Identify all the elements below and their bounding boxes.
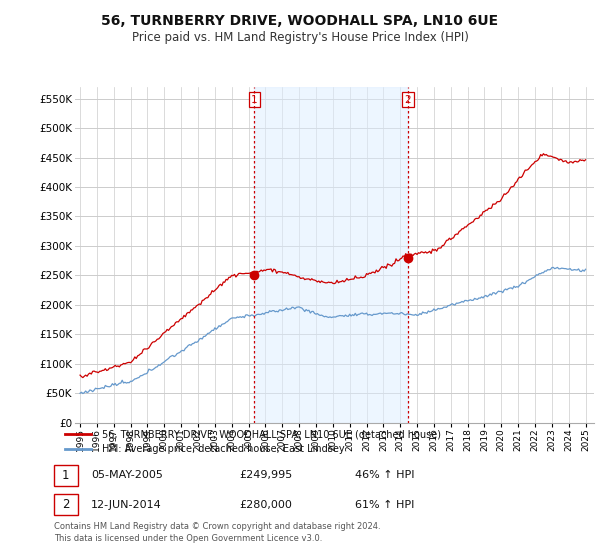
Text: Contains HM Land Registry data © Crown copyright and database right 2024.
This d: Contains HM Land Registry data © Crown c… — [54, 522, 380, 543]
FancyBboxPatch shape — [54, 465, 78, 486]
Text: 12-JUN-2014: 12-JUN-2014 — [91, 500, 162, 510]
Text: 56, TURNBERRY DRIVE, WOODHALL SPA, LN10 6UE (detached house): 56, TURNBERRY DRIVE, WOODHALL SPA, LN10 … — [101, 429, 440, 439]
Text: 46% ↑ HPI: 46% ↑ HPI — [355, 470, 415, 480]
Bar — [254, 87, 408, 423]
Text: 56, TURNBERRY DRIVE, WOODHALL SPA, LN10 6UE: 56, TURNBERRY DRIVE, WOODHALL SPA, LN10 … — [101, 14, 499, 28]
Text: 1: 1 — [251, 95, 258, 105]
Text: 2: 2 — [62, 498, 70, 511]
Text: £280,000: £280,000 — [239, 500, 292, 510]
Text: Price paid vs. HM Land Registry's House Price Index (HPI): Price paid vs. HM Land Registry's House … — [131, 31, 469, 44]
Text: £249,995: £249,995 — [239, 470, 292, 480]
Text: 1: 1 — [62, 469, 70, 482]
Text: HPI: Average price, detached house, East Lindsey: HPI: Average price, detached house, East… — [101, 444, 344, 454]
Text: 05-MAY-2005: 05-MAY-2005 — [91, 470, 163, 480]
FancyBboxPatch shape — [54, 494, 78, 515]
Text: 61% ↑ HPI: 61% ↑ HPI — [355, 500, 415, 510]
Text: 2: 2 — [404, 95, 411, 105]
